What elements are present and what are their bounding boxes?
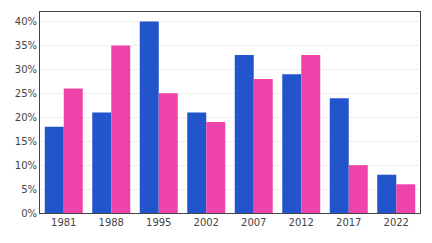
svg-text:30%: 30%	[15, 64, 37, 75]
svg-text:2012: 2012	[289, 217, 314, 228]
svg-text:0%: 0%	[21, 208, 37, 219]
svg-text:20%: 20%	[15, 112, 37, 123]
svg-text:40%: 40%	[15, 16, 37, 27]
svg-text:2007: 2007	[241, 217, 266, 228]
svg-text:1988: 1988	[99, 217, 124, 228]
svg-text:15%: 15%	[15, 136, 37, 147]
svg-text:2022: 2022	[384, 217, 409, 228]
svg-text:2017: 2017	[336, 217, 361, 228]
svg-text:5%: 5%	[21, 184, 37, 195]
svg-text:1981: 1981	[51, 217, 76, 228]
svg-text:10%: 10%	[15, 160, 37, 171]
svg-text:2002: 2002	[194, 217, 219, 228]
svg-text:1995: 1995	[146, 217, 171, 228]
svg-text:35%: 35%	[15, 40, 37, 51]
svg-text:25%: 25%	[15, 88, 37, 99]
